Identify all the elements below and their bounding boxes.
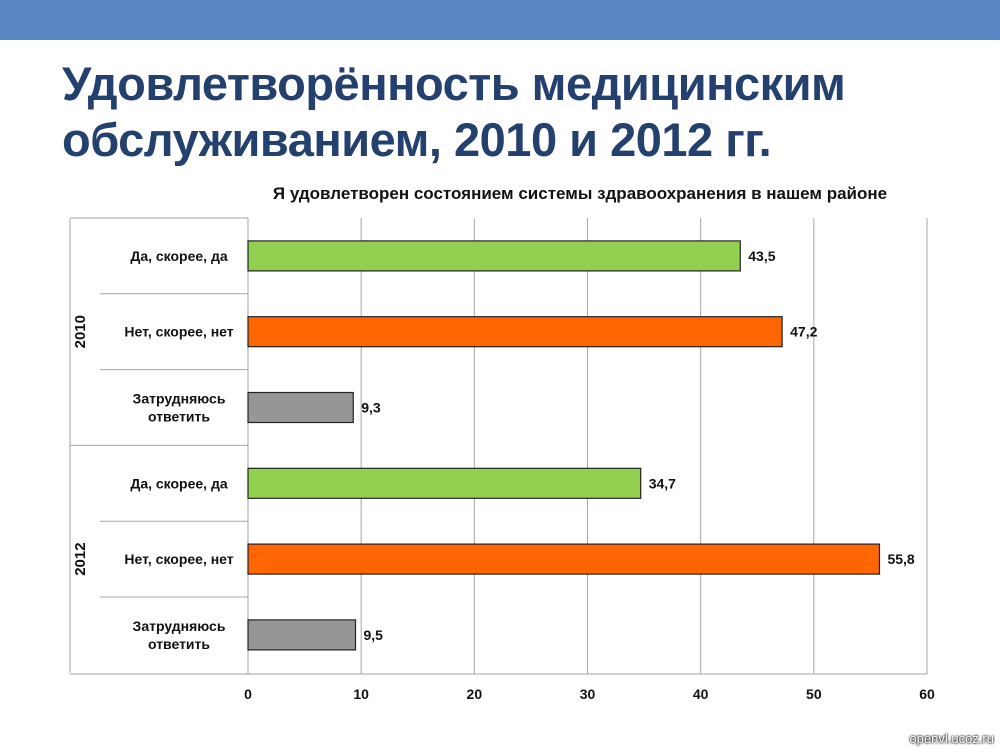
data-label: 9,3	[361, 400, 381, 416]
watermark: openvl.ucoz.ru	[909, 731, 994, 746]
bar	[247, 391, 354, 424]
category-label: ответить	[148, 409, 210, 425]
data-label: 47,2	[790, 324, 817, 340]
slide-title-line-1: Удовлетворённость медицинским	[62, 57, 846, 110]
bar	[247, 543, 881, 575]
x-tick-label: 50	[806, 686, 822, 702]
category-label: Затрудняюсь	[133, 618, 226, 634]
category-label: Да, скорее, да	[130, 475, 227, 491]
bar	[247, 316, 783, 348]
category-label: ответить	[148, 636, 210, 652]
x-tick-label: 60	[919, 686, 935, 702]
bar	[247, 467, 642, 499]
x-tick-label: 0	[244, 686, 252, 702]
data-label: 34,7	[649, 475, 676, 491]
group-label: 2010	[72, 315, 89, 348]
header-band	[0, 0, 1000, 40]
x-tick-label: 20	[467, 686, 483, 702]
data-label: 43,5	[748, 248, 775, 264]
x-tick-label: 10	[353, 686, 369, 702]
x-tick-label: 40	[693, 686, 709, 702]
bar	[247, 240, 741, 272]
category-label: Нет, скорее, нет	[124, 324, 233, 340]
category-label: Затрудняюсь	[133, 391, 226, 407]
data-label: 9,5	[364, 627, 384, 643]
bar	[247, 619, 357, 651]
slide-title: Удовлетворённость медицинским обслуживан…	[62, 56, 962, 168]
x-tick-label: 30	[580, 686, 596, 702]
category-label: Да, скорее, да	[130, 248, 227, 264]
data-label: 55,8	[887, 551, 914, 567]
slide-title-line-2: обслуживанием, 2010 и 2012 гг.	[62, 113, 772, 166]
group-label: 2012	[72, 542, 89, 575]
category-label: Нет, скорее, нет	[124, 551, 233, 567]
chart-title: Я удовлетворен состоянием системы здраво…	[272, 184, 888, 203]
